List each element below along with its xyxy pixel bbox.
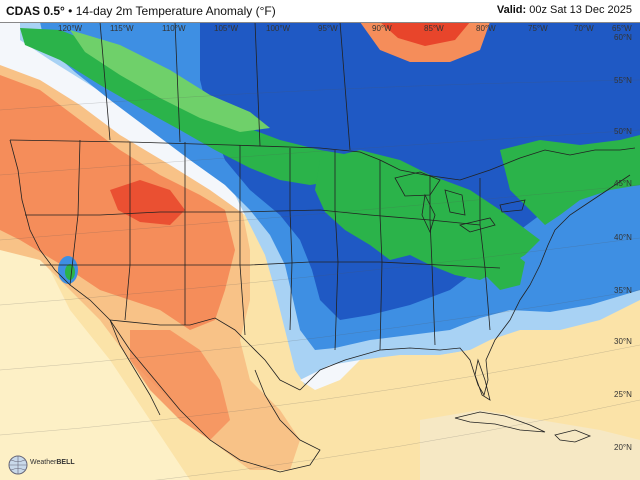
model-name: CDAS 0.5° bbox=[6, 4, 65, 18]
state-line-v2 bbox=[124, 142, 131, 321]
lon-label: 90°W bbox=[372, 24, 392, 33]
state-line-v1 bbox=[69, 139, 81, 286]
lat-label: 40°N bbox=[614, 233, 632, 242]
lat-label: 20°N bbox=[614, 443, 632, 452]
anomaly-extreme-cold-appalachian bbox=[480, 250, 525, 290]
gulf-coast bbox=[299, 284, 531, 397]
lat-label: 35°N bbox=[614, 286, 632, 295]
hispaniola bbox=[554, 429, 592, 443]
anomaly-extreme-cold-northeast bbox=[500, 135, 640, 225]
east-coast bbox=[529, 174, 631, 286]
state-line-h1 bbox=[25, 209, 481, 226]
florida bbox=[474, 358, 491, 401]
valid-label: Valid: bbox=[496, 4, 527, 16]
lon-label: 80°W bbox=[476, 24, 496, 33]
state-line-v6 bbox=[334, 150, 339, 351]
state-line-v4 bbox=[239, 145, 246, 336]
lake-michigan bbox=[421, 193, 436, 234]
boundaries bbox=[9, 21, 636, 473]
title-separator: • bbox=[68, 4, 73, 18]
us-canada-border bbox=[9, 139, 636, 181]
province-line-4 bbox=[339, 21, 351, 151]
us-west-coast bbox=[9, 139, 111, 321]
anomaly-extreme-cold-core bbox=[70, 30, 270, 132]
map-header: CDAS 0.5° • 14-day 2m Temperature Anomal… bbox=[0, 0, 640, 23]
cuba bbox=[454, 411, 546, 433]
longitude-labels: 120°W 115°W 110°W 105°W 100°W 95°W 90°W … bbox=[58, 24, 632, 33]
lat-label: 45°N bbox=[614, 179, 632, 188]
baja bbox=[109, 319, 161, 416]
state-line-v8 bbox=[429, 175, 436, 346]
lon-label: 120°W bbox=[58, 24, 83, 33]
province-line-3 bbox=[254, 21, 261, 147]
anomaly-extreme-cold-great-lakes bbox=[315, 150, 540, 280]
logo-text-part1: Weather bbox=[30, 459, 57, 466]
lon-label: 85°W bbox=[424, 24, 444, 33]
state-line-v7 bbox=[379, 160, 383, 351]
province-line-1 bbox=[99, 21, 111, 141]
state-line-v9 bbox=[479, 178, 491, 331]
anomaly-gulf-normal bbox=[300, 360, 360, 390]
logo-text-part2: BELL bbox=[56, 459, 75, 466]
lake-superior bbox=[394, 171, 441, 197]
map-title: CDAS 0.5° • 14-day 2m Temperature Anomal… bbox=[6, 4, 276, 18]
anomaly-near-normal-band bbox=[0, 22, 255, 215]
anomaly-mexico-warm bbox=[130, 330, 230, 440]
us-mexico-border bbox=[109, 317, 301, 391]
province-line-2 bbox=[174, 21, 181, 143]
lon-label: 95°W bbox=[318, 24, 338, 33]
valid-time: Valid: 00z Sat 13 Dec 2025 bbox=[497, 4, 632, 16]
product-name: 14-day 2m Temperature Anomaly (°F) bbox=[75, 4, 276, 18]
valid-time-value: 00z Sat 13 Dec 2025 bbox=[529, 4, 632, 16]
lon-label: 110°W bbox=[162, 24, 186, 33]
weatherbell-logo: WeatherBELL bbox=[8, 454, 75, 476]
lat-label: 30°N bbox=[614, 337, 632, 346]
latitude-labels: 60°N 55°N 50°N 45°N 40°N 35°N 30°N 25°N … bbox=[614, 33, 632, 452]
mexico-coast bbox=[109, 319, 321, 473]
anomaly-pacific-mild bbox=[0, 250, 190, 480]
lake-huron bbox=[444, 189, 466, 216]
lat-label: 25°N bbox=[614, 390, 632, 399]
lat-label: 55°N bbox=[614, 76, 632, 85]
lake-erie bbox=[459, 217, 496, 233]
lon-label: 115°W bbox=[110, 24, 134, 33]
lat-label: 50°N bbox=[614, 127, 632, 136]
state-line-h2 bbox=[40, 261, 501, 269]
anomaly-caribbean bbox=[420, 410, 640, 480]
graticule bbox=[0, 79, 640, 480]
lon-label: 100°W bbox=[266, 24, 291, 33]
state-line-v5 bbox=[289, 148, 293, 331]
lon-label: 75°W bbox=[528, 24, 548, 33]
globe-icon bbox=[8, 455, 28, 475]
lake-ontario bbox=[499, 199, 526, 213]
lon-label: 70°W bbox=[574, 24, 594, 33]
anomaly-hudson-bay-strong-warm bbox=[380, 22, 470, 46]
anomaly-california-cold-core bbox=[65, 264, 75, 280]
lon-label: 105°W bbox=[214, 24, 239, 33]
logo-text: WeatherBELL bbox=[30, 459, 75, 466]
lat-label: 60°N bbox=[614, 33, 632, 42]
lon-label: 65°W bbox=[612, 24, 632, 33]
